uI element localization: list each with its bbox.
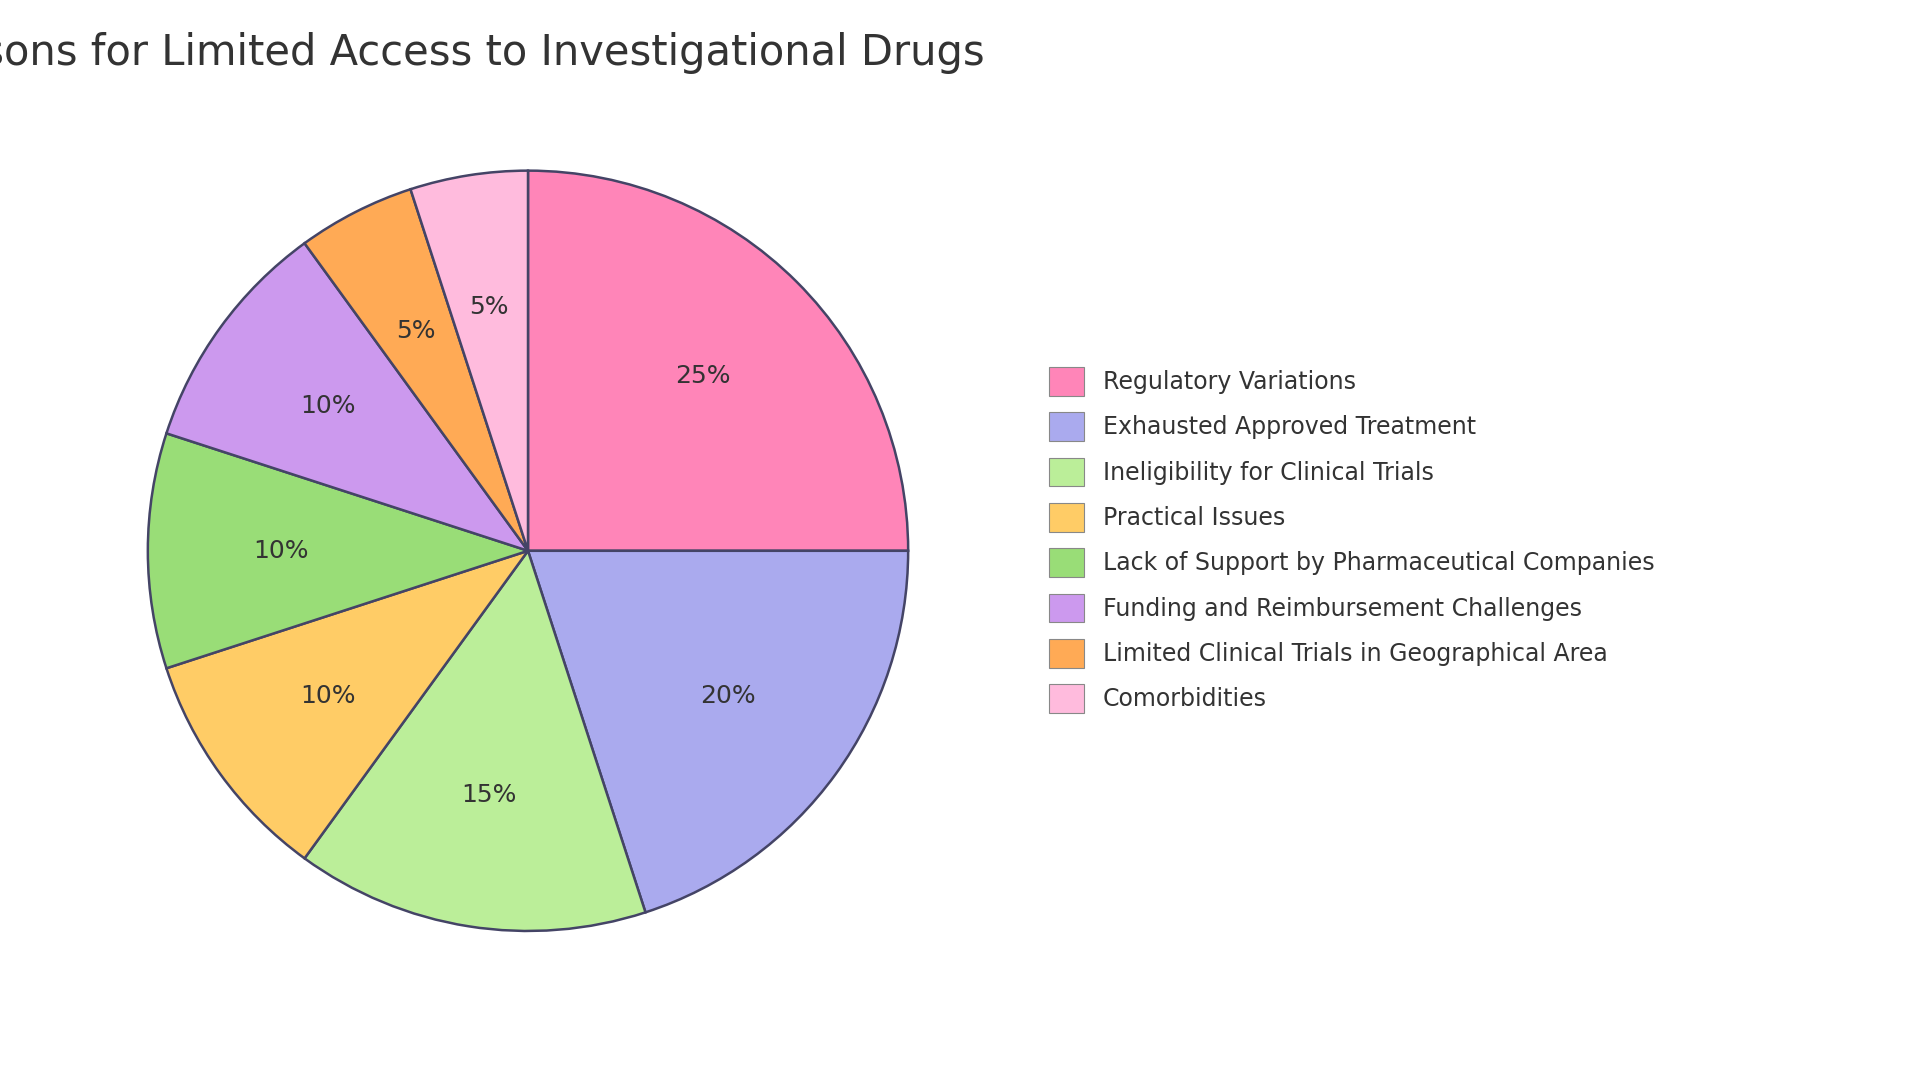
Text: Reasons for Limited Access to Investigational Drugs: Reasons for Limited Access to Investigat… <box>0 31 985 73</box>
Wedge shape <box>528 171 908 551</box>
Text: 20%: 20% <box>701 684 756 708</box>
Text: 15%: 15% <box>461 783 516 807</box>
Text: 5%: 5% <box>470 295 509 319</box>
Text: 10%: 10% <box>253 539 309 563</box>
Text: 10%: 10% <box>300 684 355 708</box>
Wedge shape <box>167 551 528 859</box>
Wedge shape <box>148 433 528 669</box>
Text: 5%: 5% <box>396 319 436 342</box>
Legend: Regulatory Variations, Exhausted Approved Treatment, Ineligibility for Clinical : Regulatory Variations, Exhausted Approve… <box>1048 367 1655 713</box>
Wedge shape <box>305 189 528 551</box>
Wedge shape <box>167 243 528 551</box>
Wedge shape <box>528 551 908 913</box>
Wedge shape <box>305 551 645 931</box>
Text: 10%: 10% <box>300 393 355 418</box>
Wedge shape <box>411 171 528 551</box>
Text: 25%: 25% <box>676 364 730 388</box>
